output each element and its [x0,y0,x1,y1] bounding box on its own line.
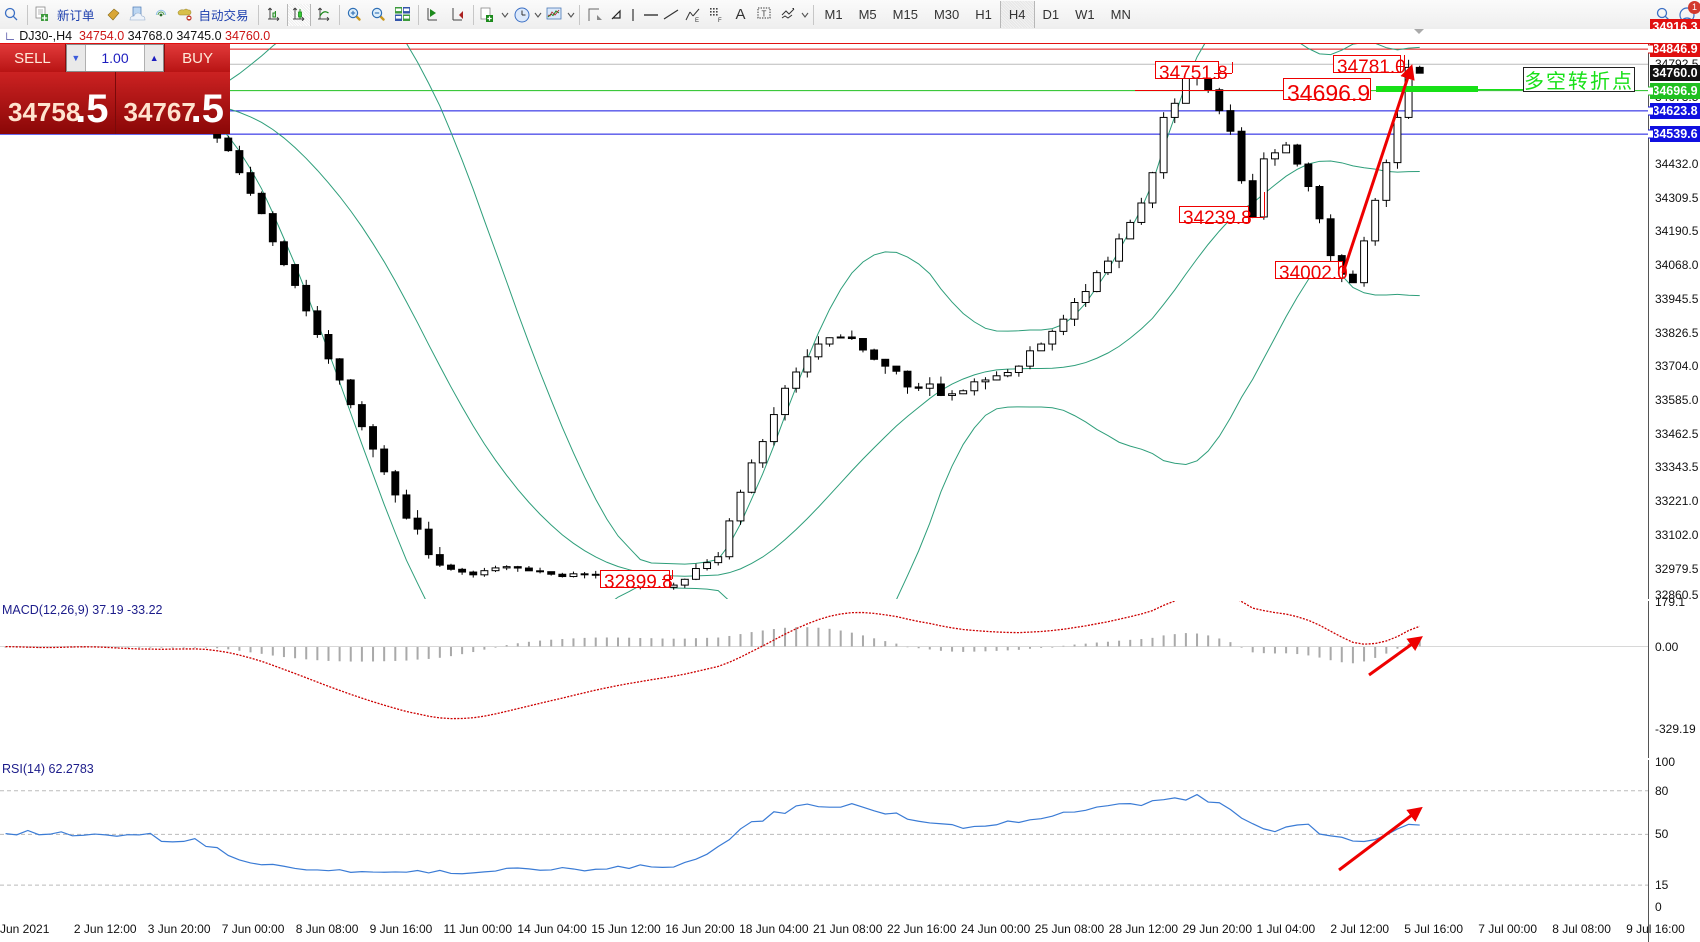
svg-text:E: E [695,18,699,24]
svg-text:F: F [718,18,722,24]
svg-text:T: T [761,9,766,18]
